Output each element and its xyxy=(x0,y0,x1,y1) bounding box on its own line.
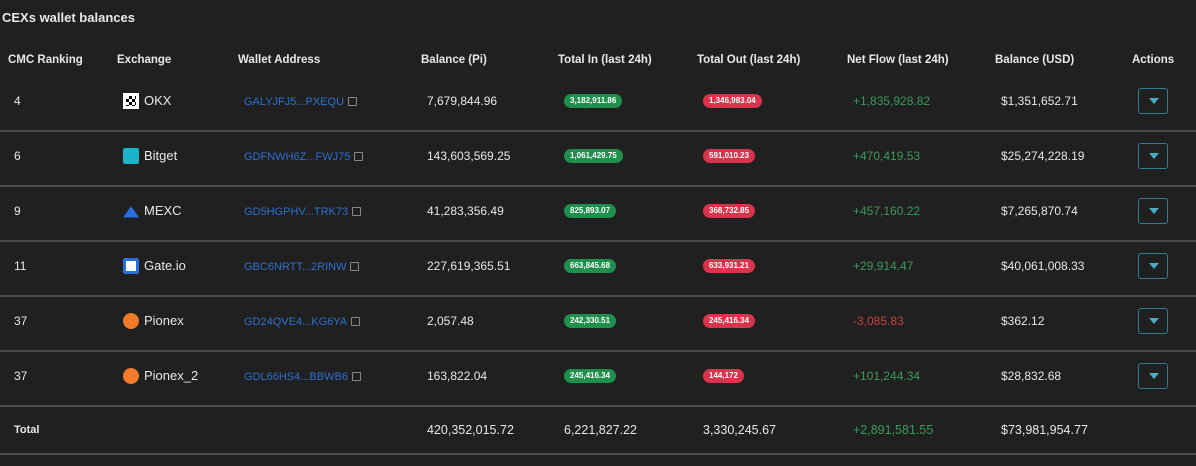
actions-button[interactable] xyxy=(1138,143,1168,169)
actions-button[interactable] xyxy=(1138,198,1168,224)
balance-pi: 7,679,844.96 xyxy=(427,94,498,108)
total-cell: 420,352,015.72 xyxy=(427,423,514,437)
row-separator xyxy=(0,350,1196,352)
total-in: 245,416.34 xyxy=(564,369,617,383)
total-in: 242,330.51 xyxy=(564,314,617,328)
total-out: 1,346,983.04 xyxy=(703,94,762,108)
row-separator xyxy=(0,240,1196,242)
row-separator xyxy=(0,295,1196,297)
net-flow: -3,085.83 xyxy=(853,314,904,328)
wallet-address[interactable]: GBC6NRTT...2RINW xyxy=(244,261,347,273)
column-header: Total Out (last 24h) xyxy=(697,54,801,66)
exchange-name: Bitget xyxy=(144,148,178,163)
balance-usd: $7,265,870.74 xyxy=(1001,204,1078,218)
wallet-address[interactable]: GD5HGPHV...TRK73 xyxy=(244,206,349,218)
net-flow: +457,160.22 xyxy=(853,204,921,218)
copy-icon[interactable] xyxy=(350,262,359,271)
actions-button[interactable] xyxy=(1138,253,1168,279)
wallet-address[interactable]: GD24QVE4...KG6YA xyxy=(244,316,348,328)
column-header: Balance (USD) xyxy=(995,54,1075,66)
exchange-name: MEXC xyxy=(144,203,182,218)
column-header: Wallet Address xyxy=(238,54,321,66)
actions-button[interactable] xyxy=(1138,88,1168,114)
exchange-icon xyxy=(123,206,139,218)
total-in: 3,182,911.86 xyxy=(564,94,623,108)
total-cell: 3,330,245.67 xyxy=(703,423,776,437)
total-out: 245,416.34 xyxy=(703,314,756,328)
exchange-name: OKX xyxy=(144,93,172,108)
ranking: 37 xyxy=(14,369,28,383)
total-in: 663,845.68 xyxy=(564,259,617,273)
balance-pi: 143,603,569.25 xyxy=(427,149,511,163)
ranking: 4 xyxy=(14,94,21,108)
balance-pi: 227,619,365.51 xyxy=(427,259,511,273)
column-header: Balance (Pi) xyxy=(421,54,487,66)
copy-icon[interactable] xyxy=(352,372,361,381)
copy-icon[interactable] xyxy=(351,317,360,326)
total-cell: $73,981,954.77 xyxy=(1001,423,1088,437)
total-cell: +2,891,581.55 xyxy=(853,423,934,437)
total-out: 368,732.85 xyxy=(703,204,756,218)
exchange-name: Pionex xyxy=(144,313,184,328)
wallet-address[interactable]: GDL66HS4...BBWB6 xyxy=(244,371,348,383)
balance-pi: 163,822.04 xyxy=(427,369,488,383)
exchange-name: Pionex_2 xyxy=(144,368,199,383)
column-header: Actions xyxy=(1132,54,1175,66)
wallet-address[interactable]: GDFNWH6Z...FWJ75 xyxy=(244,151,351,163)
exchange-name: Gate.io xyxy=(144,258,186,273)
net-flow: +29,914.47 xyxy=(853,259,914,273)
balance-usd: $362.12 xyxy=(1001,314,1045,328)
title: CEXs wallet balances xyxy=(2,10,135,25)
balance-usd: $25,274,228.19 xyxy=(1001,149,1085,163)
bottom-border xyxy=(0,453,1196,455)
balance-pi: 41,283,356.49 xyxy=(427,204,504,218)
column-header: Total In (last 24h) xyxy=(558,54,652,66)
total-out: 144,172 xyxy=(703,369,744,383)
exchange-icon xyxy=(123,148,139,164)
net-flow: +101,244.34 xyxy=(853,369,921,383)
row-separator xyxy=(0,405,1196,407)
total-in: 825,893.07 xyxy=(564,204,617,218)
net-flow: +1,835,928.82 xyxy=(853,94,931,108)
row-separator xyxy=(0,185,1196,187)
ranking: 37 xyxy=(14,314,28,328)
total-cell: Total xyxy=(14,424,40,436)
column-header: Exchange xyxy=(117,54,172,66)
ranking: 6 xyxy=(14,149,21,163)
net-flow: +470,419.53 xyxy=(853,149,921,163)
balance-usd: $28,832.68 xyxy=(1001,369,1062,383)
balance-pi: 2,057.48 xyxy=(427,314,474,328)
ranking: 9 xyxy=(14,204,21,218)
total-in: 1,061,429.75 xyxy=(564,149,623,163)
total-out: 591,010.23 xyxy=(703,149,756,163)
actions-button[interactable] xyxy=(1138,363,1168,389)
copy-icon[interactable] xyxy=(352,207,361,216)
balance-usd: $1,351,652.71 xyxy=(1001,94,1078,108)
exchange-icon xyxy=(123,93,139,109)
actions-button[interactable] xyxy=(1138,308,1168,334)
ranking: 11 xyxy=(14,259,27,273)
copy-icon[interactable] xyxy=(348,97,357,106)
exchange-icon xyxy=(123,368,139,384)
total-cell: 6,221,827.22 xyxy=(564,423,637,437)
copy-icon[interactable] xyxy=(354,152,363,161)
exchange-icon xyxy=(123,313,139,329)
exchange-icon xyxy=(123,258,139,274)
total-out: 633,931.21 xyxy=(703,259,756,273)
column-header: CMC Ranking xyxy=(8,54,83,66)
column-header: Net Flow (last 24h) xyxy=(847,54,949,66)
row-separator xyxy=(0,130,1196,132)
balance-usd: $40,061,008.33 xyxy=(1001,259,1085,273)
wallet-address[interactable]: GALYJFJ5...PXEQU xyxy=(244,96,345,108)
